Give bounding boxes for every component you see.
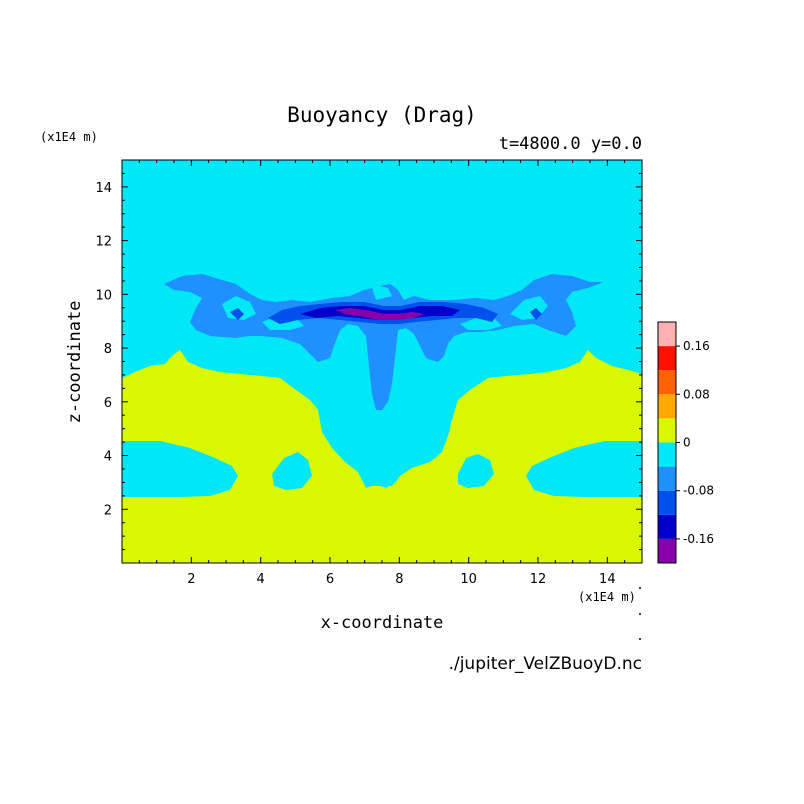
plot-area bbox=[121, 159, 643, 564]
y-tick-label: 8 bbox=[104, 342, 112, 357]
colorbar-label: -0.16 bbox=[683, 532, 714, 546]
x-tick-label: 10 bbox=[460, 572, 477, 587]
field-core-purple bbox=[336, 308, 424, 320]
marker-dot bbox=[639, 638, 641, 640]
colorbar-label: -0.08 bbox=[683, 484, 714, 498]
colorbar-swatch bbox=[658, 370, 676, 395]
colorbar-label: 0.16 bbox=[683, 339, 710, 353]
colorbar-swatch bbox=[658, 538, 676, 563]
field-spot-right bbox=[530, 308, 542, 320]
field-hole-left bbox=[222, 296, 256, 320]
colorbar-swatch bbox=[658, 418, 676, 443]
colorbar-swatch bbox=[658, 490, 676, 515]
y-tick-label: 2 bbox=[104, 503, 112, 518]
file-label: ./jupiter_VelZBuoyD.nc bbox=[449, 654, 642, 674]
colorbar: -0.16 -0.08 0 0.08 0.16 bbox=[657, 321, 714, 564]
x-tick-label: 2 bbox=[187, 572, 195, 587]
field-center-column bbox=[318, 392, 452, 486]
z-unit-label: (x1E4 m) bbox=[40, 130, 98, 144]
colorbar-swatch bbox=[658, 322, 676, 347]
x-tick-label: 12 bbox=[530, 572, 547, 587]
y-tick-label: 14 bbox=[95, 181, 112, 196]
y-axis-ticks: 2 4 6 8 10 12 14 bbox=[95, 172, 642, 551]
x-tick-label: 6 bbox=[326, 572, 334, 587]
x-axis-ticks: 2 4 6 8 10 12 14 bbox=[138, 160, 626, 587]
chart-title: Buoyancy (Drag) bbox=[287, 103, 477, 127]
field-spot-left bbox=[230, 308, 244, 320]
field-plume-main bbox=[164, 274, 604, 410]
colorbar-swatch bbox=[658, 394, 676, 419]
chart-subtitle: t=4800.0 y=0.0 bbox=[499, 134, 642, 154]
field-pocket-left bbox=[272, 452, 312, 490]
y-axis-label: z-coordinate bbox=[65, 301, 85, 424]
colorbar-swatch bbox=[658, 442, 676, 467]
field-pocket-right bbox=[458, 454, 494, 488]
marker-dot bbox=[639, 587, 641, 589]
y-tick-label: 12 bbox=[95, 235, 112, 250]
field-left-band bbox=[122, 441, 238, 497]
colorbar-swatch bbox=[658, 346, 676, 371]
y-tick-label: 6 bbox=[104, 396, 112, 411]
x-unit-label: (x1E4 m) bbox=[578, 590, 636, 604]
field-lower-layer bbox=[122, 350, 642, 563]
colorbar-swatch bbox=[658, 466, 676, 491]
y-tick-label: 10 bbox=[95, 288, 112, 303]
colorbar-swatch bbox=[658, 514, 676, 539]
y-tick-label: 4 bbox=[104, 450, 112, 465]
colorbar-label: 0 bbox=[683, 436, 691, 450]
colorbar-label: 0.08 bbox=[683, 387, 710, 401]
field-right-band bbox=[526, 441, 642, 497]
x-tick-label: 4 bbox=[257, 572, 265, 587]
marker-dot bbox=[639, 613, 641, 615]
x-tick-label: 8 bbox=[395, 572, 403, 587]
x-tick-label: 14 bbox=[599, 572, 616, 587]
x-axis-label: x-coordinate bbox=[321, 613, 444, 633]
